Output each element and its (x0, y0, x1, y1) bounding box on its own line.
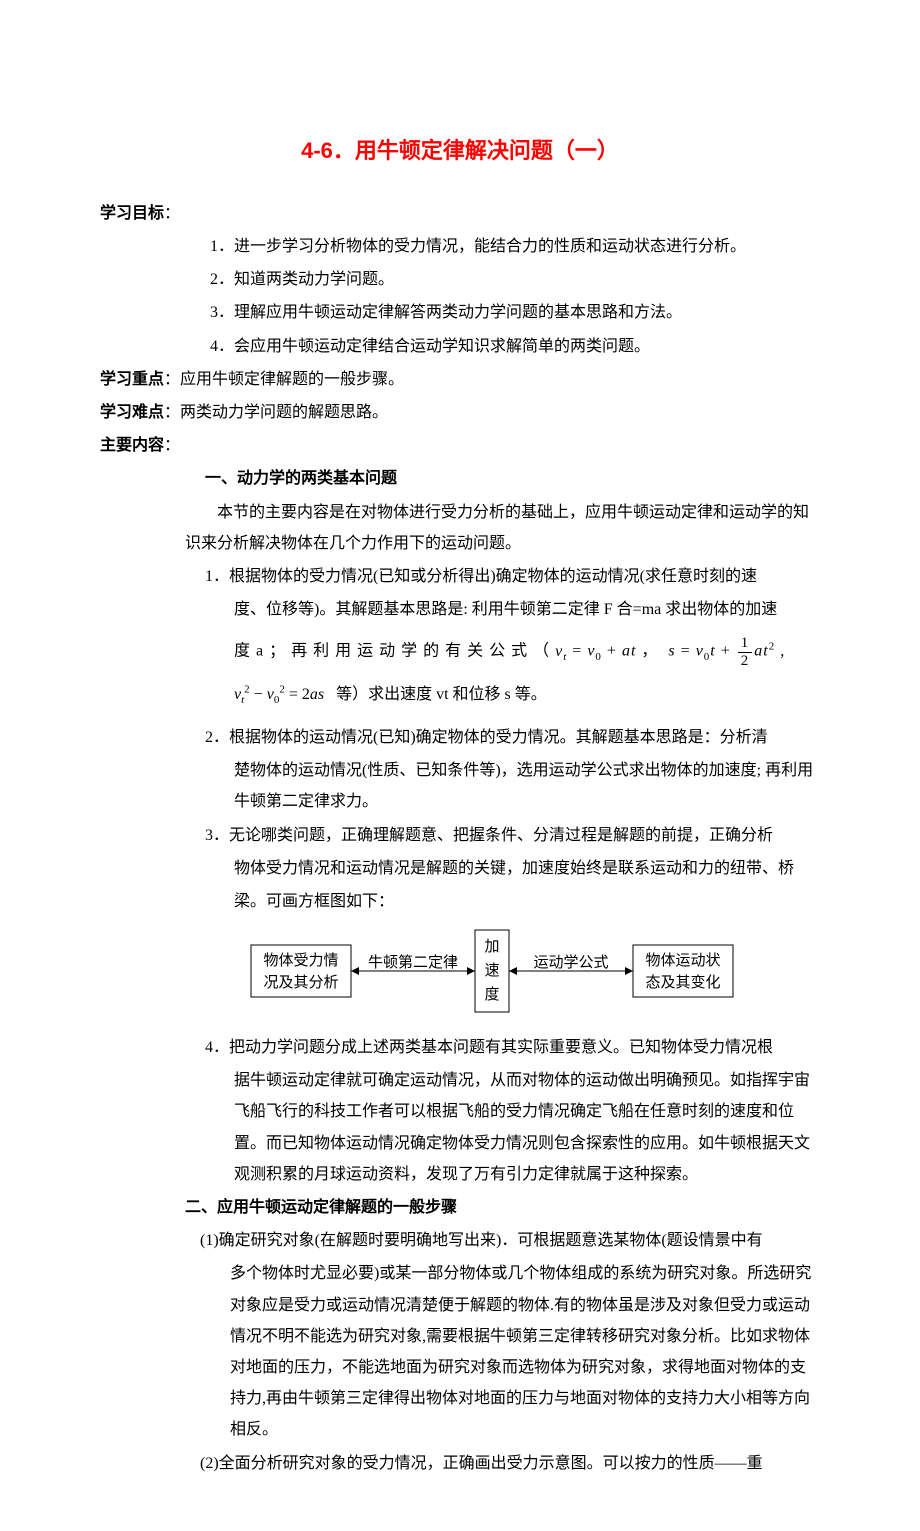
main-label: 主要内容 (100, 437, 164, 454)
goal-item: 2．知道两类动力学问题。 (210, 264, 820, 295)
svg-text:物体运动状: 物体运动状 (645, 952, 720, 969)
section2-heading: 二、应用牛顿运动定律解题的一般步骤 (100, 1192, 820, 1223)
item3-line1: 3．无论哪类问题，正确理解题意、把握条件、分清过程是解题的前提，正确分析 (116, 820, 820, 851)
item4-line1: 4．把动力学问题分成上述两类基本问题有其实际重要意义。已知物体受力情况根 (116, 1032, 820, 1063)
goal-item: 1．进一步学习分析物体的受力情况，能结合力的性质和运动状态进行分析。 (210, 231, 820, 262)
step1-line1: (1)确定研究对象(在解题时要明确地写出来)．可根据题意选某物体(题设情景中有 (129, 1225, 820, 1256)
svg-text:速: 速 (484, 962, 499, 979)
formula-line-2: vt2 − v02 = 2as 等）求出速度 vt 和位移 s 等。 (100, 679, 820, 712)
goal-label: 学习目标 (100, 205, 164, 222)
formula-line-1: 度 a ； 再 利 用 运 动 学 的 有 关 公 式 （ vt = v0 + … (100, 635, 820, 669)
flow-diagram: 物体受力情 况及其分析 牛顿第二定律 加 速 度 运动学公式 物体运动状 态及其… (100, 927, 820, 1017)
item1-line1: 1．根据物体的受力情况(已知或分析得出)确定物体的运动情况(求任意时刻的速 (116, 561, 820, 592)
goal-item: 4．会应用牛顿运动定律结合运动学知识求解简单的两类问题。 (210, 331, 820, 362)
difficulty-section: 学习难点：两类动力学问题的解题思路。 (100, 397, 820, 428)
svg-text:牛顿第二定律: 牛顿第二定律 (368, 953, 458, 971)
item2-line1: 2．根据物体的运动情况(已知)确定物体的受力情况。其解题基本思路是：分析清 (116, 722, 820, 753)
keypoint-label: 学习重点 (100, 371, 164, 388)
svg-text:度: 度 (484, 986, 499, 1003)
item1-line2: 度、位移等)。其解题基本思路是: 利用牛顿第二定律 F 合=ma 求出物体的加速 (100, 594, 820, 625)
page-title: 4-6．用牛顿定律解决问题（一） (100, 130, 820, 173)
item2-line2: 楚物体的运动情况(性质、已知条件等)，选用运动学公式求出物体的加速度; 再利用牛… (100, 755, 820, 817)
svg-text:况及其分析: 况及其分析 (263, 974, 338, 991)
svg-text:态及其变化: 态及其变化 (645, 974, 720, 991)
goal-list: 1．进一步学习分析物体的受力情况，能结合力的性质和运动状态进行分析。 2．知道两… (100, 231, 820, 362)
goal-item: 3．理解应用牛顿运动定律解答两类动力学问题的基本思路和方法。 (210, 297, 820, 328)
flow-diagram-svg: 物体受力情 况及其分析 牛顿第二定律 加 速 度 运动学公式 物体运动状 态及其… (250, 927, 810, 1017)
keypoint-text: 应用牛顿定律解题的一般步骤。 (180, 371, 404, 388)
svg-text:物体受力情: 物体受力情 (263, 952, 338, 969)
difficulty-label: 学习难点 (100, 404, 164, 421)
goal-section: 学习目标： (100, 198, 820, 229)
section1-intro: 本节的主要内容是在对物体进行受力分析的基础上，应用牛顿运动定律和运动学的知识来分… (100, 497, 820, 559)
difficulty-text: 两类动力学问题的解题思路。 (180, 404, 388, 421)
section1-heading: 一、动力学的两类基本问题 (100, 463, 820, 494)
main-section: 主要内容： (100, 430, 820, 461)
item4-line2: 据牛顿运动定律就可确定运动情况，从而对物体的运动做出明确预见。如指挥宇宙飞船飞行… (100, 1065, 820, 1190)
item3-line3: 梁。可画方框图如下： (100, 886, 820, 917)
step2-line1: (2)全面分析研究对象的受力情况，正确画出受力示意图。可以按力的性质——重 (129, 1448, 820, 1479)
step1-line2: 多个物体时尤显必要)或某一部分物体或几个物体组成的系统为研究对象。所选研究对象应… (100, 1258, 820, 1445)
svg-text:加: 加 (484, 938, 499, 955)
keypoint-section: 学习重点：应用牛顿定律解题的一般步骤。 (100, 364, 820, 395)
svg-text:运动学公式: 运动学公式 (533, 954, 608, 971)
item3-line2: 物体受力情况和运动情况是解题的关键，加速度始终是联系运动和力的纽带、桥 (100, 853, 820, 884)
